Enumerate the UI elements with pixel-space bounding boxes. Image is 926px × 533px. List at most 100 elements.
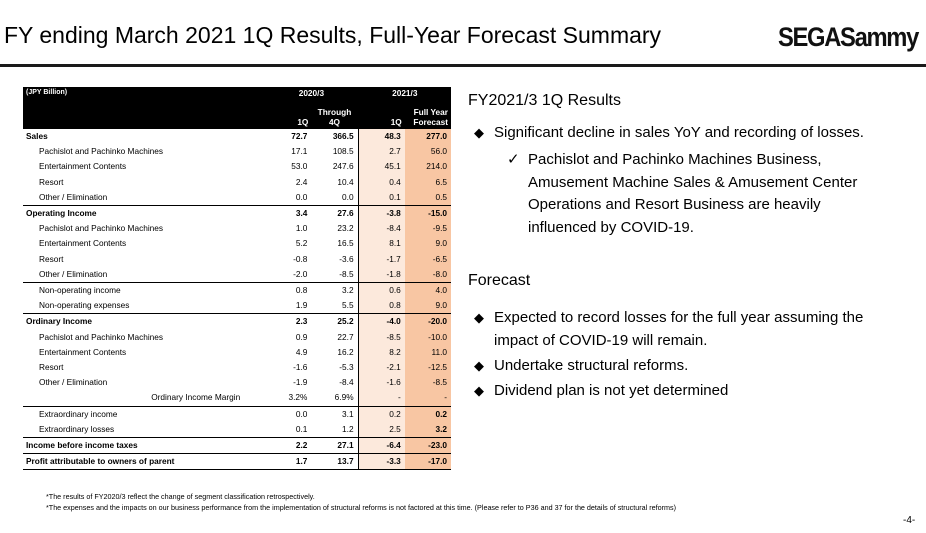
row-value: 0.1 [357,189,405,206]
table-row: Resort 2.4 10.4 0.4 6.5 [23,174,451,190]
row-value: -2.1 [357,360,405,376]
row-label: Extraordinary income [23,405,266,422]
row-value: 0.8 [357,298,405,314]
row-value: -1.8 [357,266,405,283]
row-value: -5.3 [339,362,354,373]
row-value: 0.6 [357,282,405,299]
row-value: -23.0 [404,437,451,454]
row-value: 48.3 [357,128,405,145]
row-value: 22.7 [337,331,354,342]
row-value: 3.2 [311,282,359,299]
row-value: 3.2% [288,392,308,403]
table-row: Entertainment Contents 53.0 247.6 45.1 214.0 [23,159,451,175]
table-row: Non-operating expenses 1.9 5.5 0.8 9.0 [23,298,451,314]
table-row: Extraordinary losses 0.1 1.2 2.5 3.2 [23,421,451,438]
col-group-2020: 2020/3 [265,87,359,107]
row-value: 2.7 [357,144,405,160]
results-bullet-1-text: Significant decline in sales YoY and rec… [494,124,864,141]
row-value: 0.0 [295,191,308,202]
row-label: Other / Elimination [39,377,108,388]
row-label: Other / Elimination [39,268,108,279]
row-label: Entertainment Contents [39,238,127,249]
page-number: -4- [903,515,916,526]
table-row: Entertainment Contents 5.2 16.5 8.1 9.0 [23,236,451,252]
row-value: 16.5 [337,238,354,249]
row-label: Sales [23,128,266,145]
row-value: 9.0 [404,236,451,252]
row-label: Pachislot and Pachinko Machines [39,146,164,157]
table-row: Pachislot and Pachinko Machines 0.9 22.7 -8… [23,329,451,345]
table-row: Pachislot and Pachinko Machines 17.1 108.5… [23,144,451,160]
row-value: 27.1 [311,437,359,454]
row-value: 2.5 [357,421,405,438]
row-label: Operating Income [23,205,266,222]
row-value: 11.0 [404,344,451,361]
diamond-bullet-icon: ◆ [474,310,484,325]
row-value: 1.2 [342,423,354,434]
row-value: -4.0 [357,313,405,330]
forecast-bullet-2-text: Undertake structural reforms. [494,357,689,374]
table-row: Entertainment Contents 4.9 16.2 8.2 11.0 [23,344,451,361]
table-row: Pachislot and Pachinko Machines 1.0 23.2 -8… [23,221,451,237]
row-value: 2.2 [265,437,312,454]
row-value: 4.9 [295,346,308,357]
col-fy-forecast-line2: Forecast [413,117,448,127]
row-value: 277.0 [404,128,451,145]
row-value: 56.0 [404,144,451,160]
table-row: Income before income taxes 2.2 27.1 -6.4 -23… [23,437,451,454]
row-value: -3.6 [339,253,354,264]
row-value: 23.2 [337,223,354,234]
row-value: 6.9% [334,392,354,403]
row-value: -8.4 [357,221,405,237]
row-value: 27.6 [311,205,359,222]
table-row: Other / Elimination -1.9 -8.4 -1.6 -8.5 [23,375,451,391]
row-value: 10.4 [337,176,354,187]
row-value: -3.8 [357,205,405,222]
row-value: 0.2 [357,405,405,422]
row-value: - [404,390,451,407]
row-value: -8.5 [357,329,405,345]
row-label: Resort [39,253,64,264]
row-value: 0.1 [295,423,308,434]
col-group-2021: 2021/3 [357,87,451,107]
row-value: -17.0 [404,453,451,471]
table-row: Extraordinary income 0.0 3.1 0.2 0.2 [23,405,451,422]
segasammy-logo: SEGASammy [778,22,919,52]
row-value: 5.5 [342,300,354,311]
row-value: 0.8 [265,282,312,299]
row-value: 3.1 [311,405,359,422]
table-header-row-1: (JPY Billion) 2020/3 2021/3 [23,87,451,107]
table-row: Other / Elimination 0.0 0.0 0.1 0.5 [23,189,451,206]
row-value: 3.2 [404,421,451,438]
row-value: -3.3 [357,453,405,471]
row-label: Profit attributable to owners of parent [23,453,266,471]
col-fy-forecast: Full Year Forecast [404,107,451,129]
row-value: -8.0 [404,266,451,283]
row-value: 8.2 [357,344,405,361]
row-label: Extraordinary losses [39,423,115,434]
row-value: 53.0 [291,161,308,172]
row-value: 0.0 [265,405,312,422]
row-label: Pachislot and Pachinko Machines [39,331,164,342]
table-row: Ordinary Income Margin 3.2% 6.9% - - [23,390,451,407]
row-value: -12.5 [404,360,451,376]
row-value: - [357,390,405,407]
row-value: 2.3 [265,313,312,330]
row-value: -8.5 [404,375,451,391]
row-value: 0.0 [342,191,354,202]
row-label: Ordinary Income Margin [151,392,241,403]
table-row: Resort -1.6 -5.3 -2.1 -12.5 [23,360,451,376]
row-value: 0.5 [404,189,451,206]
table-row: Resort -0.8 -3.6 -1.7 -6.5 [23,251,451,267]
row-value: -8.4 [339,377,354,388]
col-through-4q-line2: 4Q [328,117,341,127]
footnote-1: *The results of FY2020/3 reflect the cha… [46,492,315,501]
results-check-1-text: Pachislot and Pachinko Machines Business… [528,151,858,236]
unit-label: (JPY Billion) [23,87,266,107]
title-rule [0,64,926,67]
row-label: Resort [39,176,64,187]
row-label: Resort [39,362,64,373]
row-value: 13.7 [311,453,359,471]
row-value: -20.0 [404,313,451,330]
results-title: FY2021/3 1Q Results [468,92,621,109]
